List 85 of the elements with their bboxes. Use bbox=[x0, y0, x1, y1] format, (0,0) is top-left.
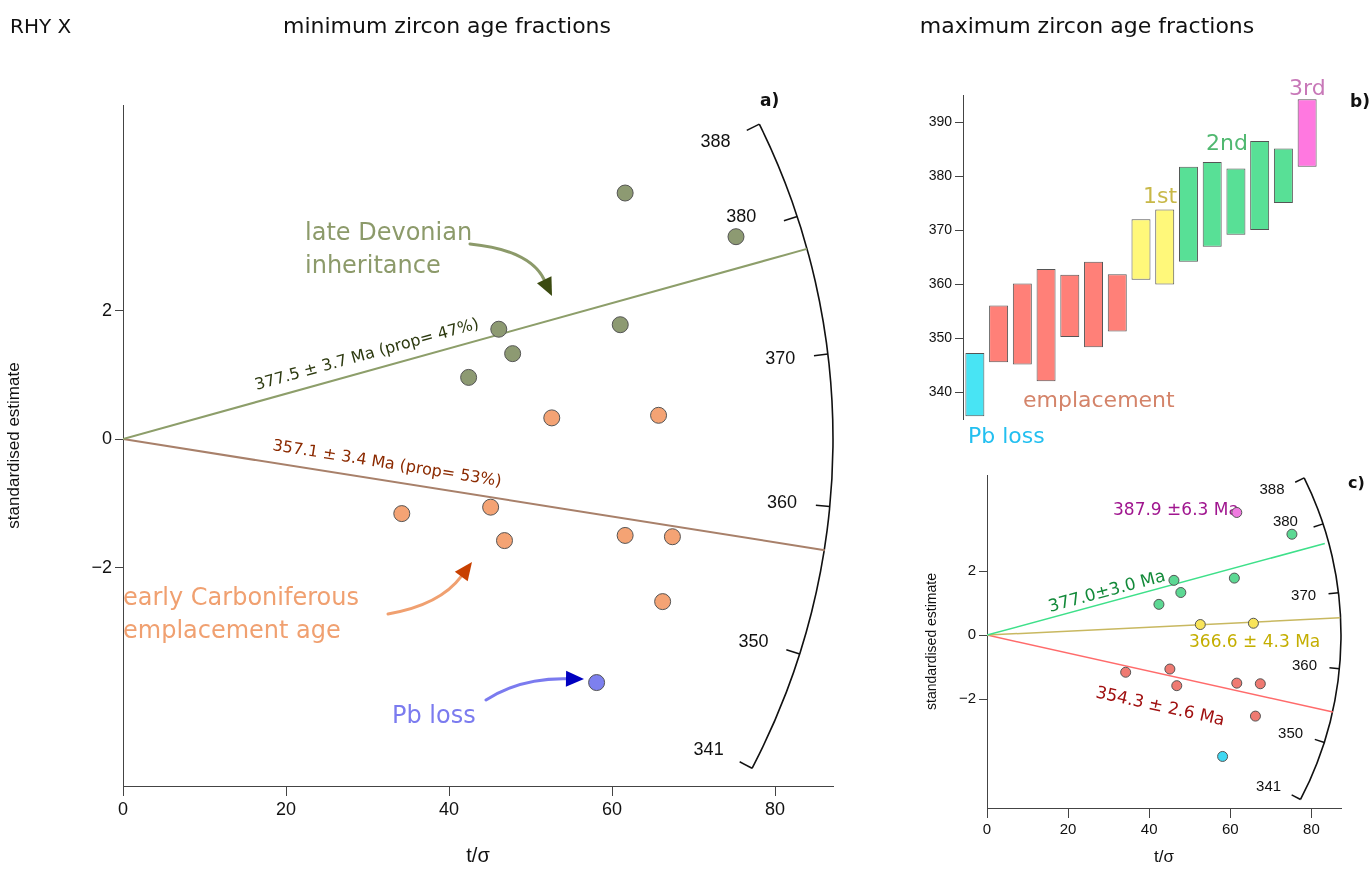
annotation: emplacement bbox=[1023, 387, 1176, 412]
annotation: 360 bbox=[766, 491, 797, 512]
y-tick-label: 340 bbox=[928, 382, 953, 399]
point bbox=[1247, 617, 1259, 629]
x-axis-title: t/σ bbox=[1154, 847, 1175, 867]
y-tick-label: 390 bbox=[928, 112, 953, 129]
y-tick-label: 380 bbox=[928, 166, 953, 183]
point bbox=[650, 406, 668, 424]
point bbox=[1254, 678, 1266, 690]
y-tick-label: 360 bbox=[928, 274, 953, 291]
annotation: 360 bbox=[1292, 656, 1318, 674]
x-tick-label: 20 bbox=[1059, 820, 1077, 838]
point bbox=[1228, 572, 1240, 584]
point bbox=[482, 498, 500, 516]
annotation: 354.3 ± 2.6 Ma bbox=[1094, 681, 1227, 730]
x-tick-label: 60 bbox=[602, 798, 623, 819]
annotation: 370 bbox=[1291, 586, 1317, 604]
point bbox=[1249, 710, 1261, 722]
text: Pb loss bbox=[968, 423, 1045, 448]
x-tick-label: 80 bbox=[765, 798, 786, 819]
point bbox=[1168, 574, 1180, 586]
annotation: late Devonian inheritance bbox=[305, 218, 473, 279]
point bbox=[588, 674, 606, 692]
point bbox=[611, 316, 629, 334]
x-axis-title: t/σ bbox=[466, 843, 491, 866]
y-tick-label: 0 bbox=[101, 428, 112, 449]
y-tick-label: 2 bbox=[101, 299, 112, 320]
y-tick-label: −2 bbox=[958, 689, 976, 707]
point bbox=[495, 532, 513, 550]
annotation: 3rd bbox=[1289, 75, 1326, 100]
annotation: Pb loss bbox=[392, 701, 476, 729]
y-axis-title: standardised estimate bbox=[923, 572, 940, 710]
annotation: a) bbox=[760, 90, 780, 110]
point bbox=[490, 320, 508, 338]
point bbox=[1120, 666, 1132, 678]
point bbox=[1231, 677, 1243, 689]
annotation: 388 bbox=[1259, 479, 1285, 497]
point bbox=[1153, 598, 1165, 610]
point bbox=[504, 345, 522, 363]
annotation: 366.6 ± 4.3 Ma bbox=[1189, 631, 1321, 651]
y-tick-label: 370 bbox=[928, 220, 953, 237]
text: RHY X bbox=[10, 14, 72, 38]
x-tick-label: 0 bbox=[117, 798, 129, 819]
point bbox=[616, 184, 634, 202]
annotation: 388 bbox=[700, 130, 731, 151]
y-tick-label: 350 bbox=[928, 328, 953, 345]
point bbox=[1175, 587, 1187, 599]
point bbox=[727, 228, 745, 246]
point bbox=[1194, 619, 1206, 631]
annotation: 377.5 ± 3.7 Ma (prop= 47%) bbox=[252, 313, 481, 394]
annotation: 341 bbox=[693, 738, 724, 759]
annotation: 380 bbox=[1272, 511, 1298, 529]
point bbox=[393, 505, 411, 523]
x-tick-label: 80 bbox=[1303, 820, 1320, 838]
chart-title: minimum zircon age fractions bbox=[282, 13, 612, 38]
x-tick-label: 0 bbox=[982, 820, 992, 838]
x-tick-label: 20 bbox=[276, 798, 297, 819]
y-tick-label: 0 bbox=[967, 625, 976, 643]
point bbox=[616, 526, 634, 544]
annotation: 350 bbox=[1278, 724, 1304, 742]
point bbox=[1171, 680, 1183, 692]
y-axis-title: standardised estimate bbox=[3, 362, 23, 529]
x-tick-label: 40 bbox=[1140, 820, 1158, 838]
x-tick-label: 60 bbox=[1221, 820, 1239, 838]
point bbox=[543, 409, 561, 427]
point bbox=[1217, 750, 1229, 762]
annotation: 380 bbox=[726, 205, 757, 226]
point bbox=[1164, 663, 1176, 675]
annotation: 357.1 ± 3.4 Ma (prop= 53%) bbox=[271, 435, 504, 491]
text: c) bbox=[1348, 473, 1365, 492]
annotation: early Carboniferous emplacement age bbox=[123, 583, 359, 644]
chart-title: maximum zircon age fractions bbox=[919, 13, 1255, 38]
point bbox=[1286, 528, 1298, 540]
y-tick-label: −2 bbox=[91, 556, 112, 577]
annotation: 1st bbox=[1143, 183, 1178, 208]
annotation: 341 bbox=[1256, 777, 1282, 795]
text: b) bbox=[1350, 91, 1370, 111]
point bbox=[663, 528, 681, 546]
x-tick-label: 40 bbox=[439, 798, 460, 819]
y-tick-label: 2 bbox=[967, 561, 976, 579]
annotation: 2nd bbox=[1206, 130, 1248, 155]
annotation: 350 bbox=[738, 630, 769, 651]
annotation: 370 bbox=[765, 347, 796, 368]
point bbox=[654, 593, 672, 611]
point bbox=[460, 368, 478, 386]
